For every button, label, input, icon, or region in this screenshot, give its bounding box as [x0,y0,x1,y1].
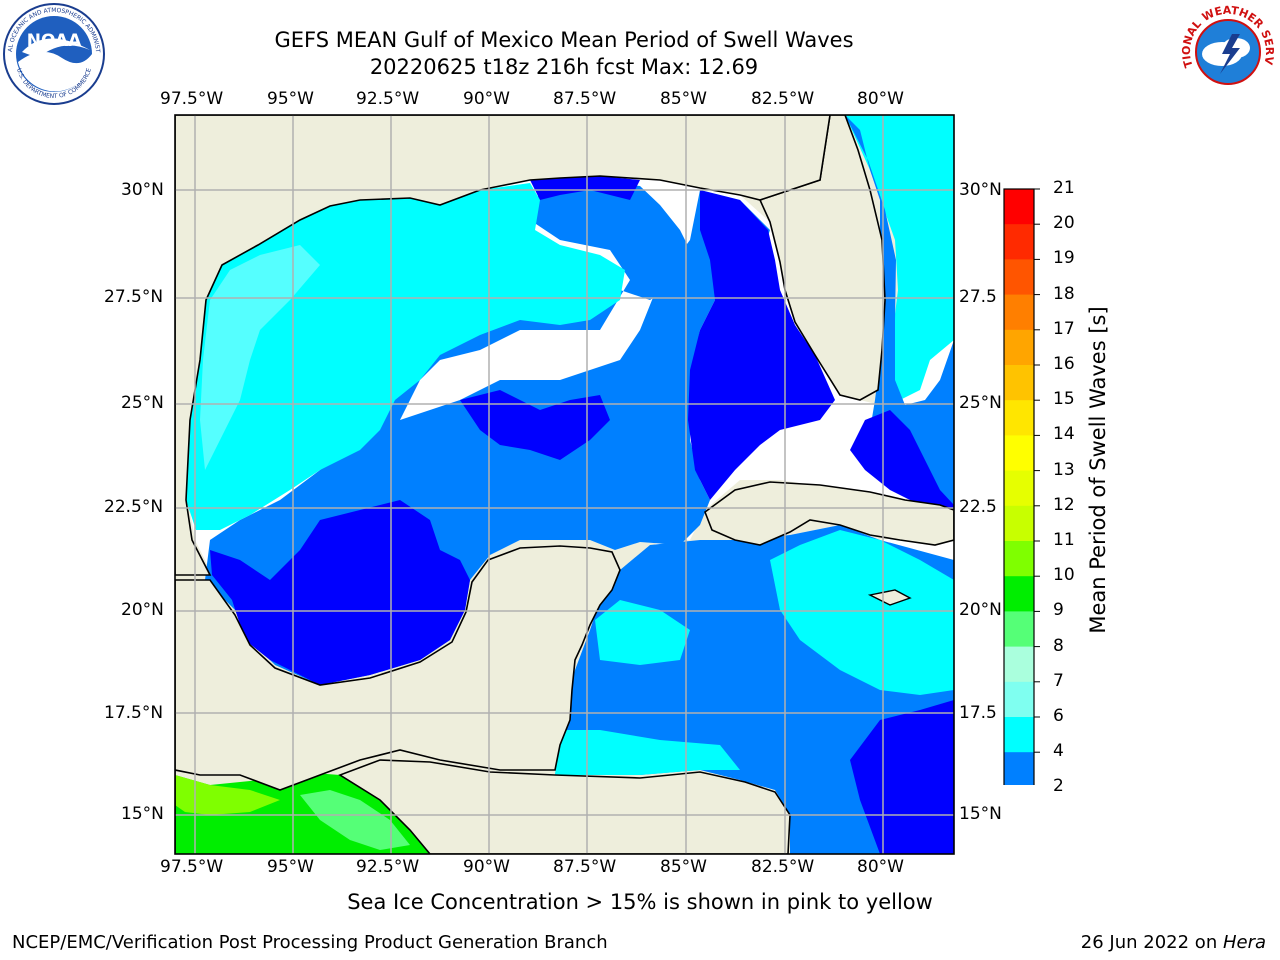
colorbar-segment [1004,646,1034,683]
map-title: GEFS MEAN Gulf of Mexico Mean Period of … [274,28,854,52]
colorbar-segment [1004,611,1034,648]
colorbar-segment [1004,435,1034,472]
nws-logo: NATIONAL WEATHER SERVICE [1178,2,1276,100]
lat-label-right: 25°N [959,393,1002,413]
lon-label-bottom: 97.5°W [160,857,224,877]
colorbar [1003,188,1040,785]
lon-label-bottom: 85°W [660,857,707,877]
lat-label-right: 20°N [959,600,1002,620]
lon-label-top: 92.5°W [356,89,420,109]
colorbar-segment [1004,541,1034,577]
colorbar-segment [1004,189,1034,225]
colorbar-segment [1004,329,1034,366]
field-0-2s-central-gulf [460,390,610,460]
lon-label-top: 90°W [463,89,510,109]
noaa-logo-text: NOAA [27,31,82,51]
colorbar-segment [1004,681,1034,718]
lat-label-right: 30°N [959,180,1002,200]
field-0-2s-north-gulf [530,176,640,200]
lon-label-top: 80°W [857,89,904,109]
map-frame [174,114,955,855]
colorbar-tick-label: 4 [1053,741,1064,762]
footer-credit: NCEP/EMC/Verification Post Processing Pr… [12,932,608,953]
lat-label-left: 17.5°N [104,703,164,723]
colorbar-tick-label: 17 [1053,318,1075,339]
colorbar-tick-label: 11 [1053,530,1075,550]
map-subtitle: 20220625 t18z 216h fcst Max: 12.69 [369,55,759,79]
lat-label-left: 30°N [121,180,164,200]
lat-label-left: 25°N [121,393,164,413]
footer-host: Hera [1222,932,1266,953]
colorbar-tick-label: 12 [1053,494,1075,515]
field-6-7s-texas-shelf [200,245,320,470]
colorbar-segment [1004,259,1034,296]
colorbar-segment [1004,576,1034,612]
colorbar-tick-label: 13 [1053,459,1075,480]
lat-label-left: 22.5°N [104,497,164,517]
central-america-land [338,759,791,854]
field-4-6s-caribbean-east [770,530,954,695]
lat-label-right: 15°N [959,804,1002,824]
yucatan-land [175,545,621,854]
field-4-6s-caribbean-west [595,600,690,665]
sea-ice-note: Sea Ice Concentration > 15% is shown in … [0,890,1280,914]
field-0-2s-east-gulf [688,190,835,500]
lon-label-top: 85°W [660,89,707,109]
colorbar-segment [1004,752,1034,785]
lon-label-bottom: 82.5°W [751,857,815,877]
colorbar-segment [1004,400,1034,436]
noaa-logo: NOAA NATIONAL OCEANIC AND ATMOSPHERIC AD… [2,2,105,105]
lon-label-bottom: 80°W [857,857,904,877]
colorbar-tick-label: 10 [1053,565,1075,586]
lon-label-bottom: 87.5°W [553,857,617,877]
lat-label-right: 17.5 [959,703,997,723]
colorbar-tick-label: 7 [1053,670,1064,691]
lat-label-left: 20°N [121,600,164,620]
lon-label-top: 97.5°W [160,89,224,109]
field-0-2s-bahamas [850,410,954,510]
lon-label-top: 87.5°W [553,89,617,109]
colorbar-segment [1004,294,1034,331]
field-11-12s-pacific [175,775,280,815]
lon-label-bottom: 92.5°W [356,857,420,877]
colorbar-tick-label: 2 [1053,776,1064,797]
field-4-6s-atlantic [845,115,954,400]
colorbar-tick-label: 15 [1053,389,1075,410]
sea-ice-note-text: Sea Ice Concentration > 15% is shown in … [347,890,933,914]
colorbar-segment [1004,505,1034,542]
colorbar-tick-label: 19 [1053,248,1075,269]
cuba-land [704,481,954,546]
lat-label-right: 22.5 [959,497,997,517]
colorbar-segment [1004,717,1034,753]
colorbar-tick-label: 21 [1053,178,1075,198]
colorbar-tick-label: 9 [1053,600,1064,621]
lat-label-left: 15°N [121,804,164,824]
footer-date: 26 Jun 2022 on Hera [1081,932,1266,953]
graticule [175,115,954,854]
lon-label-bottom: 95°W [267,857,314,877]
lat-label-left: 27.5°N [104,287,164,307]
colorbar-tick-label: 6 [1053,706,1064,726]
lon-label-top: 82.5°W [751,89,815,109]
colorbar-label: Mean Period of Swell Waves [s] [1086,306,1110,634]
field-2-4s-atlantic [845,115,954,510]
field-9-10s-pacific [300,790,410,850]
colorbar-segment [1004,470,1034,507]
lat-label-right: 27.5 [959,287,997,307]
field-4-6s-caribbean-south [555,730,740,775]
colorbar-tick-label: 14 [1053,424,1075,445]
us-gulf-coast-land [175,115,831,576]
colorbar-tick-label: 8 [1053,635,1064,656]
footer-date-text: 26 Jun 2022 on [1080,932,1223,953]
colorbar-segment [1004,365,1034,401]
lon-label-bottom: 90°W [463,857,510,877]
lon-label-top: 95°W [267,89,314,109]
colorbar-tick-label: 18 [1053,283,1075,304]
colorbar-tick-label: 16 [1053,354,1075,374]
colorbar-segment [1004,224,1034,260]
field-0-2s-southwest-gulf [210,500,470,685]
colorbar-tick-label: 20 [1053,213,1075,234]
